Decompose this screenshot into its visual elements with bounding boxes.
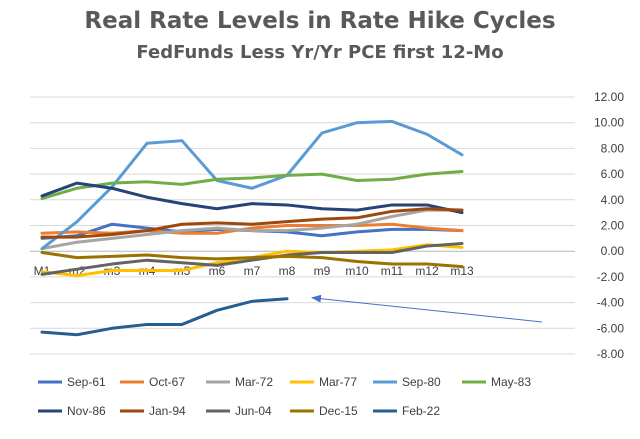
legend-item-mar-72: Mar-72	[206, 375, 273, 389]
legend-item-jan-94: Jan-94	[120, 404, 186, 418]
legend-label: Sep-80	[402, 375, 441, 389]
y-tick-label: -2.00	[597, 270, 625, 284]
legend-label: Nov-86	[67, 404, 106, 418]
legend-label: Dec-15	[319, 404, 358, 418]
chart-title: Real Rate Levels in Rate Hike Cycles	[84, 8, 556, 34]
x-tick-label: m12	[415, 264, 439, 278]
y-tick-label: 6.00	[601, 167, 625, 181]
series-lines	[40, 119, 464, 337]
annotation-arrow	[311, 294, 543, 323]
legend-item-sep-80: Sep-80	[373, 375, 441, 389]
legend-item-jun-04: Jun-04	[206, 404, 272, 418]
legend-label: Sep-61	[67, 375, 106, 389]
legend-item-mar-77: Mar-77	[290, 375, 357, 389]
y-tick-label: 0.00	[601, 244, 625, 258]
series-line-jan-94	[40, 207, 464, 239]
y-tick-label: -8.00	[597, 347, 625, 361]
series-line-feb-22	[40, 297, 289, 337]
legend-item-oct-67: Oct-67	[120, 375, 185, 389]
x-tick-label: m7	[244, 264, 261, 278]
y-tick-label: -6.00	[597, 321, 625, 335]
x-tick-label: m8	[279, 264, 296, 278]
legend-label: May-83	[491, 375, 531, 389]
x-tick-label: m6	[209, 264, 226, 278]
y-tick-label: 2.00	[601, 219, 625, 233]
y-axis: -8.00 -6.00 -4.00 -2.00 0.00 2.00 4.00 6.00 8.00…	[594, 90, 624, 361]
y-tick-label: 8.00	[601, 141, 625, 155]
chart-subtitle: FedFunds Less Yr/Yr PCE first 12-Mo	[136, 42, 504, 63]
legend-item-sep-61: Sep-61	[38, 375, 106, 389]
x-tick-label: m9	[314, 264, 331, 278]
legend: Sep-61 Oct-67 Mar-72 Mar-77 Sep-80 May-83 Nov-…	[38, 375, 531, 418]
series-line-may-83	[40, 170, 464, 201]
legend-label: Oct-67	[149, 375, 185, 389]
x-tick-label: m10	[345, 264, 369, 278]
legend-label: Jun-04	[235, 404, 272, 418]
legend-label: Mar-77	[319, 375, 357, 389]
y-tick-label: -4.00	[597, 296, 625, 310]
y-tick-label: 4.00	[601, 193, 625, 207]
legend-item-may-83: May-83	[462, 375, 531, 389]
annotations	[311, 294, 543, 323]
series-line-jun-04	[40, 241, 464, 276]
legend-item-feb-22: Feb-22	[373, 404, 440, 418]
series-line-dec-15	[40, 250, 464, 269]
legend-item-dec-15: Dec-15	[290, 404, 358, 418]
legend-label: Feb-22	[402, 404, 440, 418]
legend-label: Mar-72	[235, 375, 273, 389]
legend-item-nov-86: Nov-86	[38, 404, 106, 418]
legend-label: Jan-94	[149, 404, 186, 418]
x-tick-label: m11	[381, 264, 404, 278]
series-line-nov-86	[40, 181, 464, 215]
series-line-mar-72	[40, 208, 464, 251]
y-tick-label: 10.00	[594, 116, 624, 130]
y-tick-label: 12.00	[594, 90, 624, 104]
